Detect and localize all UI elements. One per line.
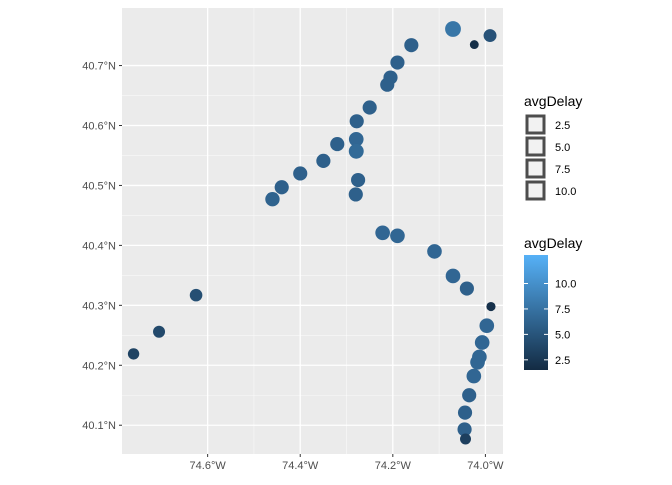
x-axis: 74.6°W 74.4°W 74.2°W 74.0°W <box>190 454 504 472</box>
data-point <box>127 348 140 360</box>
size-legend-key <box>525 136 546 157</box>
data-point <box>265 192 280 207</box>
size-legend-label: 10.0 <box>555 186 576 198</box>
color-legend-label: 5.0 <box>555 329 570 341</box>
data-point <box>459 281 474 296</box>
data-point <box>293 166 308 181</box>
data-point <box>375 225 390 241</box>
data-point <box>457 405 473 420</box>
data-point <box>404 38 419 53</box>
data-point <box>348 187 363 202</box>
data-point <box>460 433 471 445</box>
data-point <box>348 143 364 159</box>
size-legend-key <box>525 180 546 201</box>
size-legend-label: 7.5 <box>555 164 570 176</box>
panel-background <box>122 8 503 454</box>
color-legend-label: 10.0 <box>555 278 576 290</box>
x-tick-label: 74.2°W <box>375 460 412 472</box>
y-tick-label: 40.5°N <box>82 180 116 192</box>
data-point <box>274 180 289 195</box>
y-tick-label: 40.7°N <box>82 61 116 73</box>
data-point <box>462 388 477 403</box>
y-tick-label: 40.1°N <box>82 420 116 432</box>
size-legend-label: 2.5 <box>555 120 570 132</box>
data-point <box>479 318 495 334</box>
data-point <box>427 244 442 259</box>
data-point <box>470 354 485 370</box>
x-tick-label: 74.4°W <box>282 460 319 472</box>
size-legend-key <box>525 158 546 179</box>
data-point <box>445 21 461 37</box>
size-legend-label: 5.0 <box>555 142 570 154</box>
data-point <box>445 268 461 284</box>
data-point <box>466 368 482 384</box>
data-point <box>380 77 395 92</box>
y-tick-label: 40.6°N <box>82 120 116 132</box>
data-point <box>457 422 472 437</box>
y-tick-label: 40.4°N <box>82 240 116 252</box>
data-point <box>390 228 405 244</box>
size-legend-key <box>525 114 546 135</box>
data-points <box>127 21 497 445</box>
size-legend: avgDelay 2.5 5.0 7.5 10.0 <box>524 93 582 201</box>
data-point <box>316 153 331 168</box>
color-legend-title: avgDelay <box>524 235 582 251</box>
data-point <box>469 40 479 49</box>
color-legend-bar <box>524 255 548 370</box>
data-point <box>189 288 203 302</box>
color-legend-label: 2.5 <box>555 355 570 367</box>
data-point <box>390 55 405 70</box>
y-axis: 40.1°N 40.2°N 40.3°N 40.4°N 40.5°N 40.6°N 40.7… <box>82 61 122 432</box>
y-tick-label: 40.2°N <box>82 360 116 372</box>
x-tick-label: 74.6°W <box>190 460 227 472</box>
data-point <box>348 131 364 147</box>
data-point <box>483 29 497 43</box>
color-legend: avgDelay 2.5 5.0 7.5 10.0 <box>524 235 582 370</box>
y-tick-label: 40.3°N <box>82 300 116 312</box>
data-point <box>349 114 364 129</box>
data-point <box>486 301 496 312</box>
color-legend-label: 7.5 <box>555 304 570 316</box>
x-tick-label: 74.0°W <box>467 460 504 472</box>
data-point <box>362 100 377 115</box>
size-legend-title: avgDelay <box>524 93 582 109</box>
data-point <box>351 172 366 188</box>
data-point <box>474 335 490 350</box>
data-point <box>153 325 166 338</box>
data-point <box>330 136 345 152</box>
